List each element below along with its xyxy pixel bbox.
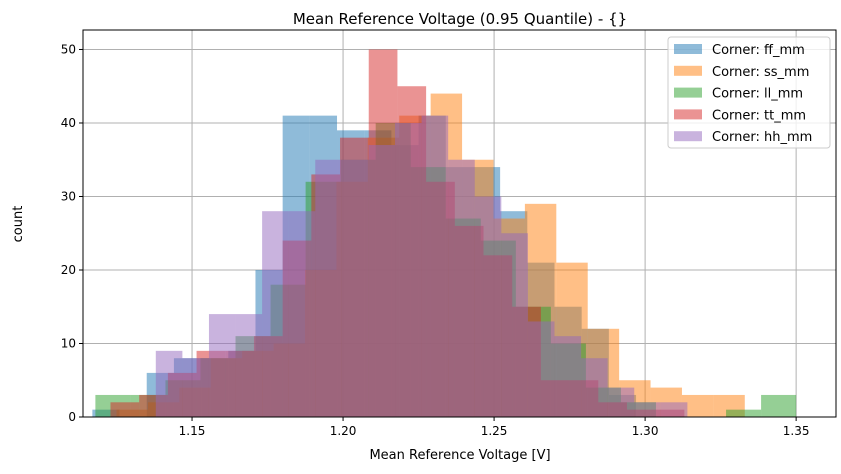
histogram-bar <box>527 321 555 417</box>
legend-label: Corner: tt_mm <box>712 108 806 123</box>
histogram-bar <box>581 358 608 417</box>
legend-swatch <box>674 109 702 120</box>
x-tick-label: 1.20 <box>330 424 357 438</box>
x-tick-label: 1.35 <box>783 424 810 438</box>
histogram-bar <box>155 350 183 417</box>
histogram-bar <box>660 402 688 417</box>
histogram-bar <box>421 115 449 417</box>
histogram-bar <box>474 196 502 417</box>
histogram-bar <box>110 402 140 417</box>
legend-box <box>667 36 831 149</box>
y-axis: 0 10 20 30 40 50 <box>61 42 83 424</box>
chart-title: Mean Reference Voltage (0.95 Quantile) -… <box>293 10 627 28</box>
x-tick-label: 1.30 <box>632 424 659 438</box>
histogram-bar <box>235 314 263 417</box>
legend-swatch <box>674 87 702 98</box>
y-axis-label: count <box>11 206 26 243</box>
y-tick-label: 30 <box>61 189 76 203</box>
histogram-bar <box>607 387 635 417</box>
y-tick-label: 0 <box>68 410 76 424</box>
x-tick-label: 1.25 <box>481 424 508 438</box>
y-tick-label: 10 <box>61 336 76 350</box>
y-tick-label: 20 <box>61 263 76 277</box>
series-corner-hh-mm <box>155 115 688 418</box>
histogram-bar <box>681 394 714 417</box>
histogram-bar <box>315 159 342 417</box>
plot-frame <box>82 29 837 418</box>
histogram-bar <box>341 159 369 417</box>
legend-swatch <box>674 131 702 142</box>
histogram-bar <box>395 122 422 417</box>
histogram-bar <box>554 336 582 417</box>
histogram-bar <box>726 409 762 417</box>
bars <box>92 49 797 418</box>
histogram-bar <box>288 211 316 417</box>
x-tick-label: 1.15 <box>179 424 206 438</box>
legend-label: Corner: ll_mm <box>712 87 803 102</box>
histogram-bar <box>634 402 661 417</box>
legend-label: Corner: ff_mm <box>712 43 805 58</box>
histogram-bar <box>761 394 797 417</box>
legend-swatch <box>674 44 702 54</box>
histogram-bar <box>182 358 209 417</box>
x-axis-label: Mean Reference Voltage [V] <box>369 448 550 463</box>
y-tick-label: 40 <box>61 116 76 130</box>
histogram-bar <box>368 145 396 418</box>
legend-label: Corner: hh_mm <box>712 130 812 145</box>
x-axis: 1.15 1.20 1.25 1.30 1.35 <box>179 417 810 438</box>
y-tick-label: 50 <box>61 42 76 56</box>
histogram-bar <box>208 314 236 417</box>
histogram-bar <box>262 211 289 417</box>
histogram-bar <box>501 233 528 417</box>
legend-swatch <box>674 65 702 76</box>
histogram-bar <box>448 159 475 417</box>
legend-label: Corner: ss_mm <box>712 65 809 80</box>
legend: Corner: ff_mm Corner: ss_mm Corner: ll_mm C… <box>667 36 831 149</box>
